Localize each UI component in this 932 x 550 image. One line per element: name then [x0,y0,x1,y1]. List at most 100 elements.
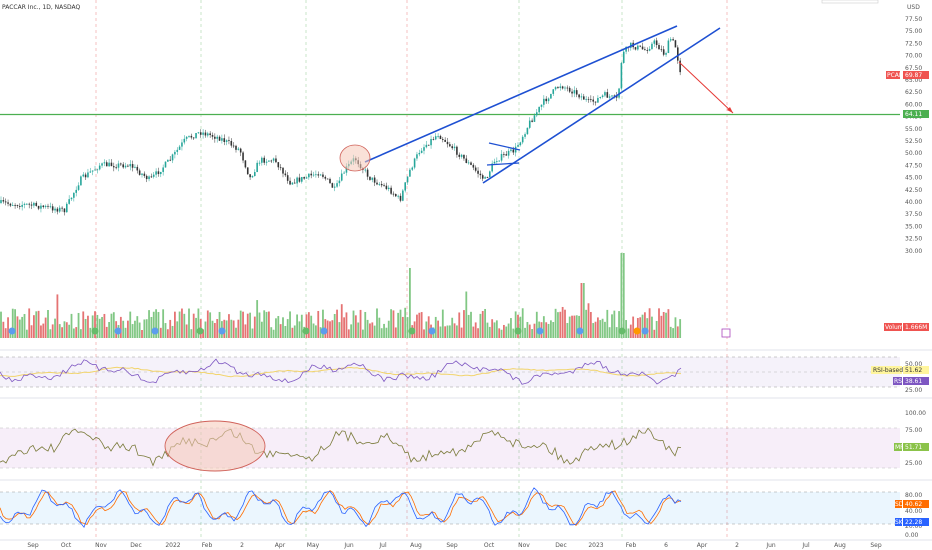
candle-body [620,62,623,89]
candle-body [383,185,385,187]
wedge-trendlines[interactable] [364,25,721,184]
candle-body [613,95,616,97]
earnings-event-icon[interactable] [320,327,328,335]
stochastic-pane[interactable]: 80.00 40.00 20.00 0.00 SD 40.62 SK 22.28 [0,487,929,539]
volume-bar [564,309,566,338]
earnings-event-icon[interactable] [408,327,416,335]
candle-body [188,135,190,137]
candle-body [587,98,590,100]
time-axis[interactable]: Sep Oct Nov Dec 2022 Feb 2 Apr May Jun Jul Aug Sep Oc… [27,542,882,549]
candle-body [58,207,61,212]
volume-bar [16,316,19,338]
volume-bar [632,316,635,338]
volume-bar [169,319,172,338]
volume-bar [514,311,517,338]
volume-bar [453,323,456,338]
earnings-event-icon[interactable] [91,327,99,335]
candle-body [319,174,322,176]
candle-body [117,163,120,168]
volume-bar [561,306,564,338]
earnings-event-icon[interactable] [514,327,522,335]
earnings-event-icon[interactable] [302,327,310,335]
candle-body [35,202,38,206]
volume-bar [531,329,533,338]
rsi-pane[interactable]: 50.00 25.00 RSI-based MA 51.62 RSI 38.61 [0,356,929,394]
earnings-event-icon[interactable] [428,327,436,335]
volume-bar [568,316,571,338]
volume-bar [383,323,385,338]
candle-body [91,170,94,172]
rsi-ma-value: 51.62 [905,367,922,374]
earnings-event-icon[interactable] [536,327,544,335]
time-tick: Jun [343,542,354,549]
earnings-event-icon[interactable] [633,327,641,335]
earnings-event-icon[interactable] [641,327,649,335]
volume-bar [148,310,150,338]
price-highlight-ellipse[interactable] [339,144,371,172]
earnings-event-icon[interactable] [218,327,226,335]
candle-body [143,173,146,176]
volume-bar [18,319,21,338]
earnings-event-icon[interactable] [8,327,16,335]
flag-lower-line[interactable] [486,162,520,166]
volume-bar [528,324,531,338]
candle-body [667,40,670,54]
flag-upper-line[interactable] [488,142,521,151]
volume-bar [101,317,103,338]
volume-bar [474,322,477,338]
volume-bar [127,320,129,338]
candle-body [533,115,536,122]
candle-body [387,187,390,190]
candle-body [28,203,30,205]
earnings-event-icon[interactable] [114,327,122,335]
rsi-ma-value-bg [903,366,929,374]
candle-body [176,149,179,152]
volume-bar [94,311,96,338]
volume-bar [364,311,367,338]
upper-trendline[interactable] [364,25,678,163]
candle-body [625,46,627,52]
candle-body [256,162,258,173]
earnings-event-icon[interactable] [151,327,159,335]
volume-bar [84,318,87,338]
volume-bar [517,314,519,338]
candle-body [77,185,80,190]
volume-bar [155,309,157,338]
candle-body [75,189,77,193]
price-tick: 65.00 [905,77,922,84]
candle-body [505,154,508,156]
earnings-event-icon[interactable] [196,327,204,335]
price-tick: 75.00 [905,28,922,35]
volume-tag: Volume 1.666M [884,323,929,331]
volume-bar [373,325,376,338]
volume-bar [28,308,31,338]
volume-bar [488,326,491,338]
candle-body [545,98,547,102]
volume-bar [526,321,529,338]
volume-bar [573,315,576,338]
candle-body [190,135,193,138]
volume-bar [242,311,244,338]
volume-bar [244,324,247,338]
candle-body [251,175,254,178]
mf-highlight-ellipse[interactable] [164,420,266,472]
volume-bar [319,327,322,338]
volume-bar [655,320,658,338]
future-event-marker[interactable] [721,328,731,338]
price-tick: 42.50 [905,187,922,194]
candle-body [54,208,56,211]
earnings-event-icon[interactable] [576,327,584,335]
projection-arrow[interactable] [678,61,734,114]
volume-bar [284,325,287,338]
volume-bar [535,311,538,338]
earnings-event-icon[interactable] [618,327,626,335]
lower-trendline[interactable] [482,27,721,184]
money-flow-pane[interactable]: 100.00 75.00 25.00 MF 51.71 [0,410,929,472]
arrow-head-icon [727,107,733,113]
volume-bar [277,316,280,338]
time-tick: Feb [626,542,637,549]
time-tick: Nov [518,542,530,549]
stoch-k-value: 22.28 [905,519,922,526]
stoch-k-label-bg [895,518,902,526]
